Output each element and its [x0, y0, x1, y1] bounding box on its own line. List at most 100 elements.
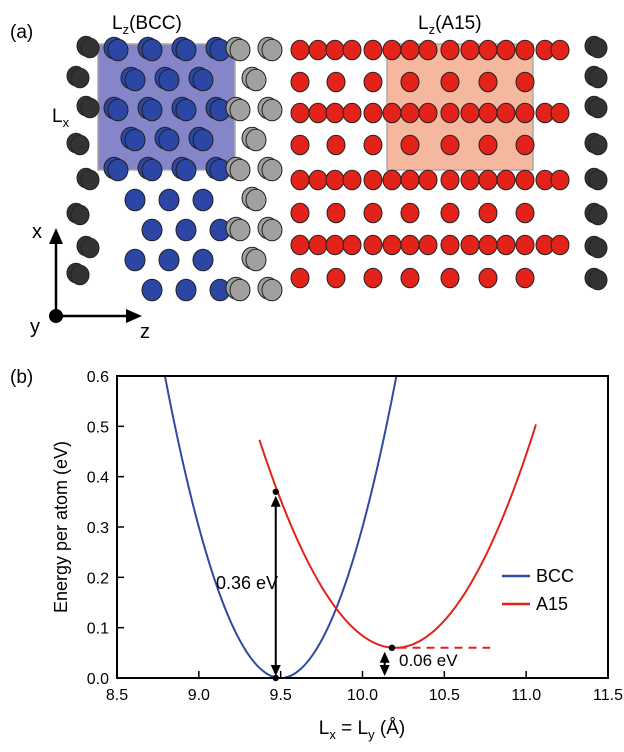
- bcc-atom: [124, 68, 146, 92]
- bcc-atom: [192, 68, 214, 92]
- a15-atom: [478, 134, 498, 156]
- bcc-atom: [141, 38, 163, 62]
- x-tick-label: 11.0: [511, 687, 541, 704]
- a15-atom: [290, 202, 310, 224]
- a15-atom: [550, 39, 570, 61]
- a15-atom: [440, 39, 460, 61]
- a15-atom: [460, 234, 480, 256]
- a15-atom: [496, 102, 516, 124]
- a15-atom: [342, 102, 362, 124]
- interface-atom: [261, 98, 283, 122]
- legend: BCC A15: [502, 566, 574, 614]
- panel-a-label: (a): [10, 22, 33, 43]
- outer-atom: [80, 37, 100, 59]
- y-tick-label: 0.1: [87, 621, 109, 638]
- legend-label-a15: A15: [536, 594, 568, 614]
- y-tick-label: 0.5: [87, 419, 109, 436]
- a15-atom: [400, 102, 420, 124]
- a15-atom: [290, 234, 310, 256]
- a15-atom: [326, 202, 346, 224]
- bcc-atom: [141, 278, 163, 302]
- bcc-atom: [175, 218, 197, 242]
- a15-atom: [326, 71, 346, 93]
- y-axis-title: Energy per atom (eV): [51, 441, 71, 613]
- a15-atom: [326, 267, 346, 289]
- x-tick-label: 11.5: [593, 687, 623, 704]
- a15-atom: [290, 169, 310, 191]
- a15-atom: [550, 102, 570, 124]
- a15-atom: [440, 169, 460, 191]
- a15-atom: [418, 169, 438, 191]
- a15-atom: [440, 234, 460, 256]
- a15-atom: [460, 39, 480, 61]
- interface-atom: [229, 218, 251, 242]
- outer-atom: [588, 169, 608, 191]
- x-axis-title: Lx = Ly (Å): [319, 718, 405, 742]
- a15-atom: [515, 39, 535, 61]
- a15-atom: [363, 134, 383, 156]
- panel-b: (b) 8.5 9.0 9.5 10.0 10.5 11.0 11.5 0.0 0.1 0.2 0.…: [10, 367, 623, 742]
- x-tick-label: 9.5: [270, 687, 292, 704]
- outer-atom: [80, 237, 100, 259]
- y-dot-icon: [49, 309, 63, 323]
- outer-atom: [588, 237, 608, 259]
- annotation-min-diff: 0.06 eV: [399, 651, 458, 670]
- energy-gap-arrow-head-bottom: [270, 665, 281, 676]
- a15-atom: [308, 169, 328, 191]
- a15-atom: [478, 39, 498, 61]
- a15-atom: [515, 71, 535, 93]
- data-marker: [272, 488, 279, 495]
- a15-atom: [440, 71, 460, 93]
- bcc-atom: [124, 128, 146, 152]
- a15-atom: [550, 234, 570, 256]
- panel-a: (a) Lz(BCC) Lz(A15) Lx x y z: [10, 13, 608, 343]
- a15-atom: [515, 134, 535, 156]
- a15-atom: [460, 169, 480, 191]
- outer-atom: [588, 204, 608, 226]
- a15-atom: [478, 202, 498, 224]
- a15-atom: [478, 169, 498, 191]
- a15-atom: [418, 39, 438, 61]
- a15-atom: [363, 234, 383, 256]
- x-tick-label: 9.0: [188, 687, 210, 704]
- a15-box-label: Lz(A15): [418, 13, 482, 37]
- bcc-atom: [192, 248, 214, 272]
- outer-atom: [80, 97, 100, 119]
- bcc-atom: [107, 158, 129, 182]
- outer-atom: [80, 169, 100, 191]
- a15-atom: [440, 267, 460, 289]
- min-diff-arrow-head-top: [379, 651, 390, 663]
- bcc-atom: [158, 188, 180, 212]
- a15-atom: [382, 169, 402, 191]
- y-tick-label: 0.6: [87, 369, 109, 386]
- bcc-atom: [107, 38, 129, 62]
- interface-atom: [261, 158, 283, 182]
- bcc-atom: [124, 188, 146, 212]
- a15-atom: [290, 71, 310, 93]
- z-arrow-icon: [126, 309, 142, 323]
- a15-atom: [496, 39, 516, 61]
- interface-atom: [229, 158, 251, 182]
- a15-atom: [515, 169, 535, 191]
- energy-gap-arrow-head-top: [270, 495, 281, 507]
- bcc-atom: [192, 128, 214, 152]
- x-arrow-icon: [49, 228, 63, 244]
- a15-atom: [478, 267, 498, 289]
- outer-atom: [588, 269, 608, 291]
- a15-atom: [496, 234, 516, 256]
- bcc-box-label: Lz(BCC): [112, 13, 182, 37]
- bcc-atom: [158, 128, 180, 152]
- y-tick-label: 0.2: [87, 570, 109, 587]
- a15-atom: [342, 169, 362, 191]
- a15-atom: [515, 102, 535, 124]
- a15-atom: [400, 71, 420, 93]
- outer-atom: [588, 67, 608, 89]
- a15-atom: [363, 102, 383, 124]
- outer-atom: [588, 97, 608, 119]
- bcc-atom: [124, 248, 146, 272]
- bcc-atom: [158, 248, 180, 272]
- bcc-atom: [175, 278, 197, 302]
- outer-atom: [70, 134, 90, 156]
- annotation-bcc-a15: 0.36 eV: [216, 573, 278, 593]
- x-tick-label: 8.5: [106, 687, 128, 704]
